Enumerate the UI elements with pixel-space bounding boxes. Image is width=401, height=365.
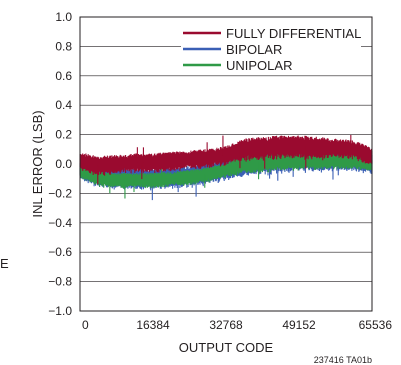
- series-bands: [79, 134, 373, 201]
- edge-text: E: [0, 256, 9, 271]
- y-tick-labels: −1.0 −0.8 −0.6 −0.4 −0.2 0.0 0.2 0.4 0.6 0.8 1.0: [48, 10, 72, 318]
- y-axis-title: INL ERROR (LSB): [30, 110, 45, 217]
- y-tick-label: 0.2: [55, 128, 72, 142]
- y-tick-label: −0.8: [48, 275, 72, 289]
- y-tick-label: 0.8: [55, 39, 72, 53]
- plot-frame: [79, 16, 373, 312]
- y-tick-label: 0.4: [55, 98, 72, 112]
- y-tick-label: −0.4: [48, 216, 72, 230]
- figure-code: 237416 TA01b: [314, 355, 372, 365]
- y-tick-label: 0.0: [55, 157, 72, 171]
- y-tick-label: 1.0: [55, 10, 72, 24]
- x-tick-label: 0: [82, 318, 89, 332]
- y-tick-label: −0.2: [48, 186, 72, 200]
- y-tick-label: 0.6: [55, 69, 72, 83]
- x-tick-label: 49152: [282, 318, 316, 332]
- legend-label: BIPOLAR: [226, 42, 282, 57]
- x-tick-label: 32768: [209, 318, 243, 332]
- legend-background: [181, 58, 361, 73]
- legend-background: [181, 26, 361, 41]
- legend-label: UNIPOLAR: [226, 58, 292, 73]
- x-axis-title: OUTPUT CODE: [179, 340, 274, 355]
- x-tick-labels: 0 16384 32768 49152 65536: [82, 318, 392, 332]
- y-tick-label: −0.6: [48, 245, 72, 259]
- x-tick-label: 16384: [136, 318, 170, 332]
- x-tick-label: 65536: [359, 318, 393, 332]
- legend-background: [181, 42, 361, 57]
- y-tick-label: −1.0: [48, 304, 72, 318]
- legend-label: FULLY DIFFERENTIAL: [226, 26, 361, 41]
